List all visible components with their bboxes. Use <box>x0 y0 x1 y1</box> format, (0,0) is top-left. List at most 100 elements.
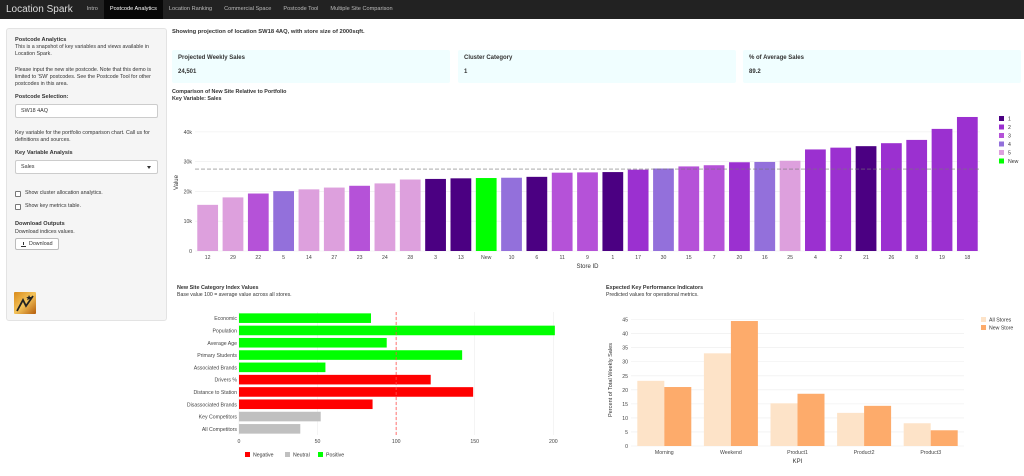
bar <box>577 172 598 251</box>
bar <box>349 185 370 251</box>
y-tick-label: 5 <box>625 430 628 436</box>
x-tick-label: 18 <box>964 255 970 261</box>
bar <box>551 172 573 251</box>
metrics-checkbox[interactable] <box>15 203 21 210</box>
bar <box>239 411 321 422</box>
y-tick-label: 45 <box>622 318 628 324</box>
bar <box>880 143 902 251</box>
tab-postcode-tool[interactable]: Postcode Tool <box>283 6 319 12</box>
legend-label: New Store <box>989 326 1013 332</box>
metrics-checkbox-row[interactable]: Show key metrics table. <box>15 203 158 210</box>
kpi-chart: 0 5 10 15 20 25 30 35 40 45 Morning Weekend Product1… <box>608 317 1013 465</box>
bar <box>323 187 345 251</box>
key-variable-select[interactable]: Sales <box>15 160 158 174</box>
tab-location-ranking[interactable]: Location Ranking <box>168 6 213 12</box>
kpi-value: 1 <box>464 69 468 75</box>
legend-swatch <box>245 452 250 457</box>
y-tick-label: Population <box>212 328 237 334</box>
x-tick-label: 28 <box>407 255 413 261</box>
cluster-checkbox-row[interactable]: Show cluster allocation analytics. <box>15 190 158 197</box>
x-tick-label: 21 <box>863 255 869 261</box>
legend-label: Positive <box>326 453 344 459</box>
y-tick-label: Primary Students <box>197 353 237 359</box>
y-tick-label: Economic <box>214 316 237 322</box>
bar <box>239 424 301 434</box>
bar <box>222 197 244 251</box>
bar <box>779 160 801 251</box>
tab-intro[interactable]: Intro <box>86 6 98 12</box>
bar <box>855 146 877 251</box>
bar <box>399 179 421 251</box>
page-headline: Showing projection of location SW18 4AQ,… <box>172 29 365 35</box>
legend-swatch <box>981 317 986 322</box>
download-text: Download indices values. <box>15 229 75 235</box>
bar <box>805 149 826 251</box>
x-tick-label: 11 <box>559 255 564 261</box>
tab-multiple-site-comparison[interactable]: Multiple Site Comparison <box>330 6 393 12</box>
x-tick-label: 30 <box>661 255 667 261</box>
x-tick-label: 9 <box>586 255 589 261</box>
tab-postcode-analytics[interactable]: Postcode Analytics <box>103 0 163 19</box>
x-axis-label: KPI <box>793 459 803 465</box>
portfolio-chart-subtitle: Key Variable: Sales <box>172 96 222 102</box>
index-chart-title: New Site Category Index Values <box>177 285 259 291</box>
x-tick-label: 26 <box>888 255 894 261</box>
y-tick-label: 0 <box>189 249 192 255</box>
y-tick-label: 30k <box>184 160 193 166</box>
bar <box>239 387 474 397</box>
brand[interactable]: Location Spark <box>6 4 73 15</box>
x-tick-label: 3 <box>434 255 437 261</box>
sidebar-intro: This is a snapshot of key variables and … <box>15 44 149 57</box>
sidebar-title: Postcode Analytics <box>15 37 67 43</box>
y-tick-label: 15 <box>622 402 628 408</box>
download-button[interactable]: Download <box>15 238 59 250</box>
bar <box>425 178 446 251</box>
y-tick-label: Distance to Station <box>193 390 237 396</box>
sidebar: Postcode Analytics This is a snapshot of… <box>6 28 167 321</box>
x-tick-label: Weekend <box>720 450 742 456</box>
legend-swatch <box>318 452 323 457</box>
bar <box>678 166 700 251</box>
bar <box>729 162 750 251</box>
legend-label: 1 <box>1008 117 1011 123</box>
x-tick-label: 15 <box>686 255 692 261</box>
y-tick-label: Drivers % <box>215 378 238 384</box>
x-tick-label: 14 <box>306 255 312 261</box>
bar <box>903 423 931 446</box>
kpi-chart-title: Expected Key Performance Indicators <box>606 285 704 291</box>
index-chart-subtitle: Base value 100 = average value across al… <box>177 292 292 298</box>
bar <box>298 189 320 251</box>
tab-commercial-space[interactable]: Commercial Space <box>224 6 272 12</box>
x-tick-label: 6 <box>535 255 538 261</box>
key-variable-label: Key Variable Analysis <box>15 150 73 156</box>
legend-swatch <box>999 116 1004 121</box>
bar <box>239 313 371 323</box>
cluster-checkbox-label: Show cluster allocation analytics. <box>25 190 103 196</box>
y-tick-label: 10 <box>622 416 628 422</box>
download-title: Download Outputs <box>15 221 65 227</box>
cluster-checkbox[interactable] <box>15 190 21 197</box>
x-tick-label: 23 <box>357 255 363 261</box>
x-tick-label: 50 <box>315 439 321 445</box>
bar <box>602 172 624 251</box>
postcode-label: Postcode Selection: <box>15 94 69 100</box>
x-tick-label: 13 <box>458 255 464 261</box>
x-tick-label: 10 <box>509 255 515 261</box>
kpi-value: 24,501 <box>178 69 197 75</box>
download-icon <box>21 241 26 247</box>
legend-label: 3 <box>1008 134 1011 140</box>
x-tick-label: Product2 <box>854 450 875 456</box>
postcode-input[interactable]: SW18 4AQ <box>15 104 158 118</box>
x-tick-label: Morning <box>655 450 674 456</box>
navbar: Location Spark Intro Postcode Analytics … <box>0 0 1024 19</box>
kpi-title: Projected Weekly Sales <box>178 55 245 61</box>
bar <box>239 337 387 348</box>
bar <box>930 430 958 446</box>
bar <box>627 169 649 251</box>
kpi-card-cluster: Cluster Category 1 <box>458 50 736 83</box>
y-axis-label: Percent of Total Weekly Sales <box>608 343 614 417</box>
x-tick-label: 5 <box>282 255 285 261</box>
kpi-card-percent-average: % of Average Sales 89.2 <box>743 50 1021 83</box>
bar <box>239 362 326 373</box>
